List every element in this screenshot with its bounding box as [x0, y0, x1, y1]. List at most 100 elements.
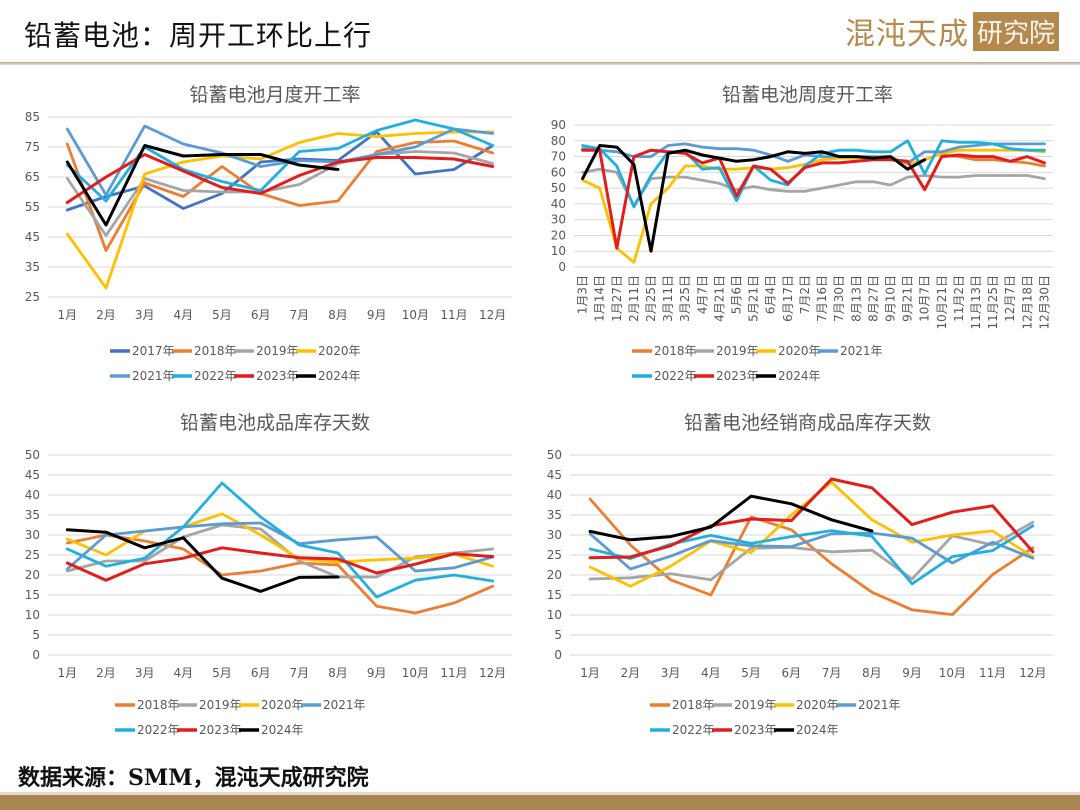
- legend-label: 2022年: [672, 723, 715, 737]
- y-tick-label: 0: [558, 260, 566, 274]
- x-tick-label: 2月: [621, 666, 641, 680]
- x-tick-label: 8月27日: [866, 275, 880, 322]
- legend-label: 2018年: [137, 698, 180, 712]
- chart-dealer-inventory-days: 铅蓄电池经销商成品库存天数 0 5 10 15 20 25 30 35 40 45 50 1月 2月 3月 4…: [540, 403, 1075, 743]
- y-tick-label: 10: [551, 244, 566, 258]
- y-tick-label: 5: [554, 628, 562, 642]
- x-tick-label: 9月: [902, 666, 922, 680]
- y-tick-label: 25: [25, 548, 40, 562]
- x-tick-label: 4月: [174, 308, 194, 322]
- x-tick-label: 11月: [440, 666, 467, 680]
- legend-label: 2024年: [261, 723, 304, 737]
- y-tick-label: 5: [32, 628, 40, 642]
- chart-svg: 铅蓄电池成品库存天数 0 5 10 15 20 25 30 35 40 45 50 1月 2月 3月 4月 5月…: [25, 412, 512, 737]
- x-tick-label: 1月3日: [576, 275, 590, 314]
- y-tick-label: 0: [554, 648, 562, 662]
- x-tick-label: 12月30日: [1037, 275, 1051, 330]
- legend-label: 2021年: [858, 698, 901, 712]
- x-tick-label: 7月: [290, 308, 310, 322]
- x-tick-label: 7月2日: [798, 275, 812, 314]
- chart-title: 铅蓄电池月度开工率: [189, 84, 360, 106]
- legend-label: 2024年: [778, 369, 821, 383]
- y-tick-label: 35: [547, 508, 562, 522]
- x-tick-label: 8月: [328, 666, 348, 680]
- x-tick-label: 6月4日: [764, 275, 778, 314]
- x-tick-label: 5月21日: [747, 275, 761, 322]
- legend-label: 2018年: [672, 698, 715, 712]
- x-tick-label: 7月16日: [815, 275, 829, 322]
- series-line-2019: [588, 520, 1035, 582]
- legend-label: 2024年: [318, 369, 361, 383]
- legend-label: 2020年: [778, 344, 821, 358]
- x-tick-label: 12月: [1019, 666, 1046, 680]
- x-tick-label: 5月: [212, 666, 232, 680]
- x-tick-label: 4月21日: [712, 275, 726, 322]
- x-tick-label: 4月: [174, 666, 194, 680]
- x-tick-label: 8月13日: [849, 275, 863, 322]
- x-tick-label: 10月7日: [918, 275, 932, 322]
- y-tick-label: 85: [25, 110, 40, 124]
- y-tick-label: 30: [25, 528, 40, 542]
- y-tick-label: 35: [25, 260, 40, 274]
- x-tick-label: 8月: [328, 308, 348, 322]
- x-tick-label: 2月: [96, 666, 116, 680]
- series-line-2020: [65, 130, 495, 290]
- y-tick-label: 75: [25, 140, 40, 154]
- y-tick-label: 15: [25, 588, 40, 602]
- chart-svg: 铅蓄电池经销商成品库存天数 0 5 10 15 20 25 30 35 40 45 50 1月 2月 3月 4…: [547, 412, 1053, 737]
- footer-divider: [0, 792, 1080, 795]
- legend-label: 2019年: [199, 698, 242, 712]
- header-divider: [0, 62, 1080, 65]
- x-tick-label: 7月30日: [832, 275, 846, 322]
- series-line-2023: [581, 148, 1046, 250]
- x-tick-label: 11月: [979, 666, 1006, 680]
- legend-label: 2023年: [256, 369, 299, 383]
- series-line-2018: [65, 533, 495, 615]
- legend-label: 2021年: [323, 698, 366, 712]
- legend-label: 2024年: [796, 723, 839, 737]
- y-tick-label: 40: [547, 488, 562, 502]
- series-line-2018: [940, 153, 1046, 168]
- x-tick-label: 4月7日: [695, 275, 709, 314]
- x-tick-label: 3月: [135, 308, 155, 322]
- y-tick-label: 45: [547, 468, 562, 482]
- legend-label: 2023年: [716, 369, 759, 383]
- y-tick-label: 40: [551, 197, 566, 211]
- series-line-2024: [588, 494, 874, 542]
- y-tick-label: 45: [25, 468, 40, 482]
- x-tick-label: 9月21日: [901, 275, 915, 322]
- legend-label: 2019年: [256, 344, 299, 358]
- x-tick-label: 7月: [822, 666, 842, 680]
- y-tick-label: 25: [25, 290, 40, 304]
- legend-label: 2020年: [261, 698, 304, 712]
- series-line-2024: [65, 144, 340, 227]
- legend-label: 2019年: [716, 344, 759, 358]
- data-source-note: 数据来源：SMM，混沌天成研究院: [18, 765, 369, 791]
- x-tick-label: 1月: [580, 666, 600, 680]
- x-tick-label: 5月6日: [730, 275, 744, 314]
- x-tick-label: 10月: [402, 308, 429, 322]
- legend-label: 2023年: [734, 723, 777, 737]
- y-tick-label: 30: [551, 213, 566, 227]
- logo-text: 混沌天成: [845, 17, 969, 52]
- legend-label: 2023年: [199, 723, 242, 737]
- legend-label: 2019年: [734, 698, 777, 712]
- series-line-2019: [65, 150, 495, 237]
- series-line-2021: [588, 531, 1035, 571]
- legend-label: 2022年: [194, 369, 237, 383]
- x-tick-label: 9月: [367, 666, 387, 680]
- y-tick-label: 25: [547, 548, 562, 562]
- x-tick-label: 12月18日: [1020, 275, 1034, 330]
- y-tick-label: 70: [551, 150, 566, 164]
- x-tick-label: 3月11日: [661, 275, 675, 322]
- x-tick-label: 2月: [96, 308, 116, 322]
- legend-label: 2020年: [318, 344, 361, 358]
- series-line-2023: [588, 477, 1035, 560]
- x-tick-label: 12月: [479, 666, 506, 680]
- x-tick-label: 10月: [939, 666, 966, 680]
- x-tick-label: 7月: [290, 666, 310, 680]
- y-tick-label: 35: [25, 508, 40, 522]
- legend-label: 2022年: [137, 723, 180, 737]
- legend-label: 2021年: [840, 344, 883, 358]
